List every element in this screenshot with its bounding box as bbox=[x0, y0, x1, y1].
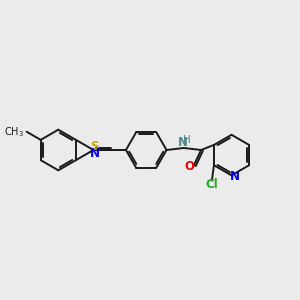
Text: O: O bbox=[184, 160, 194, 173]
Text: S: S bbox=[91, 140, 99, 153]
Text: N: N bbox=[230, 170, 240, 183]
Text: Cl: Cl bbox=[206, 178, 218, 191]
Text: CH$_3$: CH$_3$ bbox=[4, 125, 24, 139]
Text: N: N bbox=[177, 136, 188, 149]
Text: H: H bbox=[183, 134, 191, 145]
Text: N: N bbox=[90, 147, 100, 161]
